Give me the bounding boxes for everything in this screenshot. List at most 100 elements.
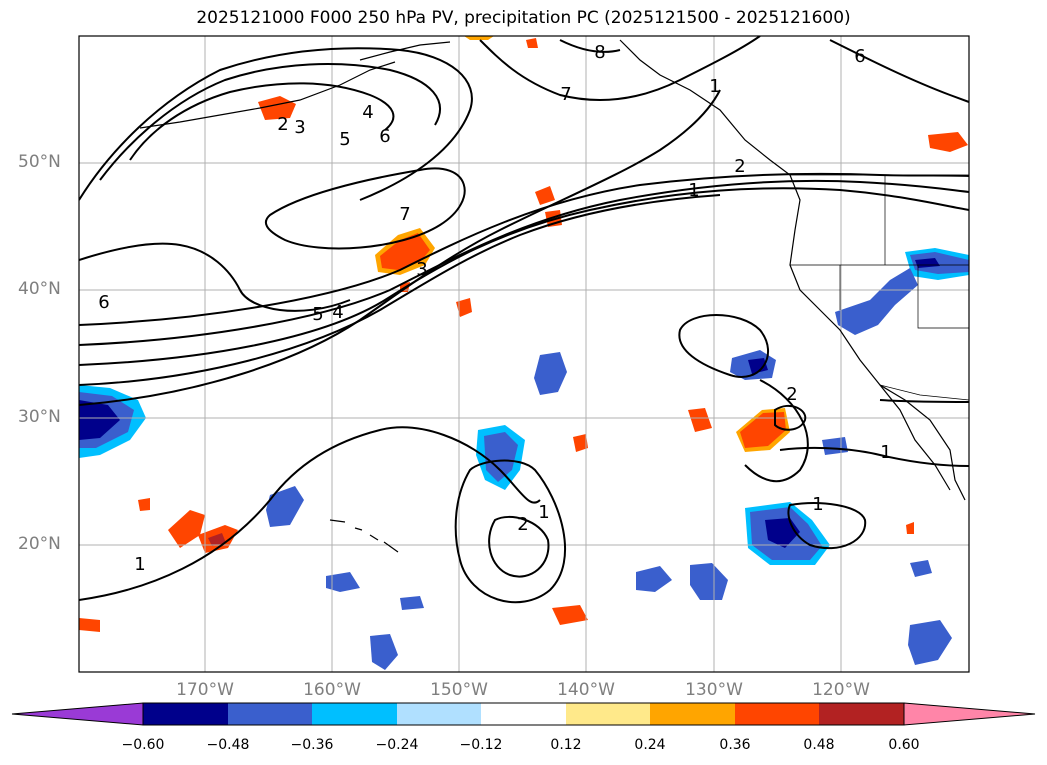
- neg-area-31n-146w-core: [484, 432, 518, 482]
- neg-area-west-coast-42n-core: [910, 252, 969, 274]
- contour-label: 2: [786, 384, 797, 405]
- colorbar-tick-label: 0.12: [550, 737, 582, 753]
- colorbar-tick-label: −0.48: [206, 737, 250, 753]
- pos-area-47n-142w: [535, 186, 555, 205]
- colorbar-bin: [819, 703, 904, 725]
- contour-label: 4: [362, 102, 373, 123]
- neg-area-18n-134w: [636, 566, 672, 592]
- pos-area-39n-150w: [456, 298, 472, 317]
- borders: [790, 174, 969, 401]
- contour-label: 5: [339, 129, 350, 150]
- contour-label: 3: [416, 259, 427, 280]
- pos-area-21n-116w: [906, 522, 914, 534]
- pv-contour-1-loop-21n: [787, 502, 867, 550]
- pv-contour-5-upper: [99, 63, 441, 181]
- pos-area-60n-141w: [526, 38, 538, 48]
- pv-contour-1-loop-20n: [454, 459, 566, 604]
- map-content: 8 7 6 6 5 4 3 2 2 1 7 6 5 4 3 2 1 1 1 2 …: [79, 36, 969, 672]
- lon-label: 170°W: [176, 680, 234, 700]
- contour-label: 1: [688, 180, 699, 201]
- contour-label: 6: [379, 126, 390, 147]
- map-title: 2025121000 F000 250 hPa PV, precipitatio…: [196, 8, 851, 28]
- colorbar-tick-label: −0.12: [459, 737, 503, 753]
- colorbar-bin: [566, 703, 650, 725]
- precip-negative-areas: [79, 248, 969, 670]
- pv-contour-1-ring-30n: [678, 314, 770, 378]
- neg-area-19n-117w: [910, 560, 932, 577]
- colorbar-extend-left: [11, 702, 144, 726]
- contour-label: 4: [332, 302, 343, 323]
- contour-label: 1: [134, 554, 145, 575]
- pv-contours: [79, 36, 969, 604]
- colorbar-tick-label: 0.48: [803, 737, 835, 753]
- colorbar-tick-label: 0.36: [719, 737, 751, 753]
- pos-area-28n-140w: [573, 434, 588, 452]
- colorbar-tick-label: 0.24: [634, 737, 666, 753]
- contour-labels: 8 7 6 6 5 4 3 2 2 1 7 6 5 4 3 2 1 1 1 2 …: [98, 42, 891, 575]
- pos-area-aleutians: [258, 96, 296, 120]
- pos-area-28n-126w-core: [740, 412, 786, 448]
- contour-label: 1: [880, 442, 891, 463]
- pv-contour-2-east: [879, 399, 969, 403]
- lon-label: 130°W: [685, 680, 743, 700]
- neg-area-west-coast-42n-deep: [915, 258, 940, 268]
- pv-contour-7-loop: [264, 167, 466, 250]
- pos-area-21n-165w-core: [208, 533, 226, 546]
- colorbar-tick-label: 0.60: [888, 737, 920, 753]
- pv-contour-8-upper: [559, 39, 621, 53]
- neg-area-35n-128w-core: [748, 358, 768, 374]
- pos-area-60n-157w: [464, 36, 494, 40]
- pos-area-22n-168w: [168, 510, 205, 548]
- pv-contour-7-upper: [479, 36, 761, 101]
- contour-label: 1: [812, 494, 823, 515]
- pos-area-13n-179w: [79, 618, 100, 632]
- neg-area-west-30n-deep: [79, 400, 120, 440]
- contour-label: 6: [98, 292, 109, 313]
- plot-frame: [78, 35, 970, 673]
- colorbar-bin: [312, 703, 397, 725]
- neg-area-13n-155w: [370, 634, 398, 670]
- contour-label: 2: [517, 514, 528, 535]
- colorbar-extend-right: [903, 702, 1036, 726]
- pv-contour-4-upper: [129, 82, 395, 161]
- lon-label: 140°W: [557, 680, 615, 700]
- pv-contour-3-north: [79, 187, 969, 366]
- neg-area-16n-153w: [400, 596, 424, 610]
- contour-label: 1: [538, 502, 549, 523]
- colorbar-bin: [228, 703, 312, 725]
- us-mexico-border: [879, 384, 969, 401]
- state-borders: [790, 175, 969, 329]
- hawaii-islands: [329, 519, 399, 553]
- neg-area-18n-158w: [326, 572, 360, 592]
- contour-label: 3: [294, 117, 305, 138]
- neg-area-california: [835, 268, 918, 335]
- colorbar-tick-label: −0.60: [121, 737, 165, 753]
- lat-label: 50°N: [18, 152, 61, 172]
- pv-contour-1-north: [79, 172, 969, 326]
- colorbar-bin: [397, 703, 481, 725]
- lat-label: 20°N: [18, 534, 61, 554]
- pv-contour-2-north: [79, 179, 969, 346]
- colorbar-bin: [481, 703, 566, 725]
- neg-area-18n-131w: [690, 563, 728, 600]
- contour-label: 7: [560, 84, 571, 105]
- contour-label: 7: [399, 204, 410, 225]
- precip-positive-areas: [79, 36, 968, 632]
- contour-label: 8: [594, 42, 605, 63]
- lat-label: 30°N: [18, 407, 61, 427]
- pv-contour-6-ne: [829, 39, 969, 103]
- colorbar-bin: [650, 703, 735, 725]
- pv-contour-1-sub-30n: [744, 379, 809, 483]
- pv-contour-2-loop-20n: [488, 515, 550, 578]
- lon-label: 160°W: [303, 680, 361, 700]
- neg-area-35n-143w: [534, 352, 567, 395]
- colorbar-bin: [143, 703, 228, 725]
- pv-contour-1-east-27n: [779, 446, 969, 467]
- pos-area-14n-142w: [552, 605, 588, 625]
- colorbar-frame: [142, 702, 905, 726]
- contour-label: 2: [734, 156, 745, 177]
- pv-contour-5-north: [79, 89, 721, 406]
- contour-label: 1: [709, 76, 720, 97]
- pos-area-30n-132w: [688, 408, 712, 432]
